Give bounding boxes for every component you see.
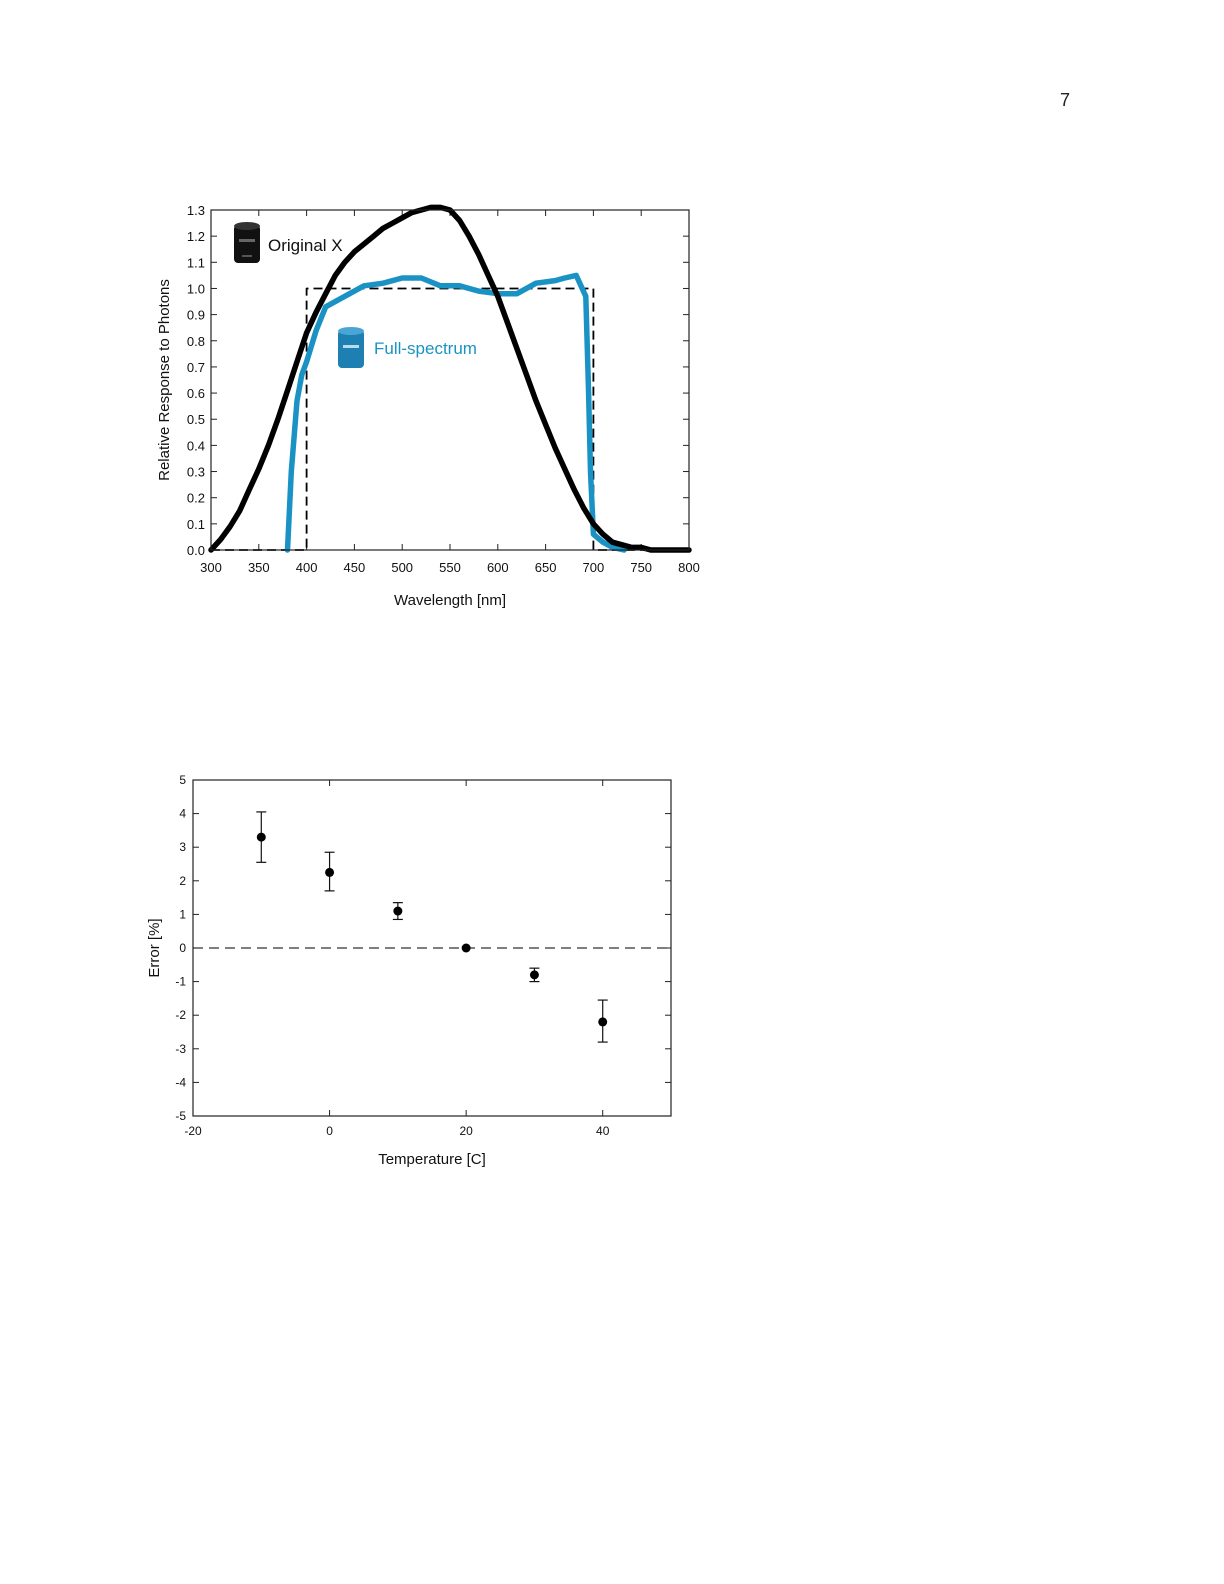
x-tick-label: 550 xyxy=(439,560,461,575)
y-tick-label: 0.4 xyxy=(187,438,205,453)
series-line-ideal xyxy=(211,287,689,551)
y-tick-label: 0.1 xyxy=(187,517,205,532)
x-axis-label: Wavelength [nm] xyxy=(394,592,506,609)
y-tick-label: 0.6 xyxy=(187,386,205,401)
x-tick-label: 0 xyxy=(326,1124,333,1138)
y-tick-label: -4 xyxy=(175,1075,186,1089)
y-tick-label: 5 xyxy=(179,773,186,787)
y-axis-label: Relative Response to Photons xyxy=(156,279,173,481)
y-tick-label: 0.0 xyxy=(187,543,205,558)
x-tick-label: -20 xyxy=(184,1124,202,1138)
y-tick-label: -3 xyxy=(175,1042,186,1056)
page-number: 7 xyxy=(1059,90,1070,110)
series-line-full-spectrum xyxy=(284,272,627,553)
y-tick-label: -1 xyxy=(175,975,186,989)
y-tick-label: 1 xyxy=(179,907,186,921)
y-tick-label: 1.2 xyxy=(187,229,205,244)
y-tick-label: 1.1 xyxy=(187,255,205,270)
y-tick-label: 4 xyxy=(179,807,186,821)
data-point xyxy=(529,970,539,980)
y-tick-label: 0.8 xyxy=(187,334,205,349)
y-tick-label: 1.0 xyxy=(187,281,205,296)
legend-label-original-x: Original X xyxy=(268,236,343,255)
data-point xyxy=(598,1017,608,1027)
y-tick-label: 0.2 xyxy=(187,491,205,506)
x-tick-label: 40 xyxy=(596,1124,610,1138)
x-tick-label: 500 xyxy=(391,560,413,575)
x-tick-label: 750 xyxy=(630,560,652,575)
y-tick-label: 3 xyxy=(179,840,186,854)
x-tick-label: 600 xyxy=(487,560,509,575)
data-point xyxy=(325,867,335,877)
y-tick-label: 0.5 xyxy=(187,412,205,427)
x-tick-label: 400 xyxy=(296,560,318,575)
x-tick-label: 450 xyxy=(344,560,366,575)
x-tick-label: 350 xyxy=(248,560,270,575)
sensor-black-icon xyxy=(234,222,260,263)
y-axis-label: Error [%] xyxy=(146,918,163,977)
data-point xyxy=(256,832,266,842)
plot-frame xyxy=(192,779,672,1117)
legend-label-full-spectrum: Full-spectrum xyxy=(374,339,477,358)
y-tick-label: 0.9 xyxy=(187,308,205,323)
y-tick-label: -2 xyxy=(175,1008,186,1022)
y-tick-label: 0.7 xyxy=(187,360,205,375)
temperature-error-chart: -20 0 20 40 5 4 3 2 1 0 -1 -2 -3 -4 -5 Temperature [C]… xyxy=(146,773,672,1168)
x-tick-label: 650 xyxy=(535,560,557,575)
plot-frame xyxy=(210,209,690,551)
data-point xyxy=(393,906,403,916)
y-tick-label: 2 xyxy=(179,874,186,888)
x-tick-label: 800 xyxy=(678,560,700,575)
x-axis-label: Temperature [C] xyxy=(378,1151,486,1168)
spectral-response-chart: 300 350 400 450 500 550 600 650 700 750 800 0.0 0.1 0… xyxy=(156,203,700,609)
y-tick-label: 1.3 xyxy=(187,203,205,218)
y-tick-label: 0 xyxy=(179,941,186,955)
x-tick-label: 700 xyxy=(583,560,605,575)
x-tick-label: 20 xyxy=(459,1124,473,1138)
x-tick-label: 300 xyxy=(200,560,222,575)
y-tick-label: -5 xyxy=(175,1109,186,1123)
sensor-blue-icon xyxy=(338,327,364,368)
data-point xyxy=(461,943,471,953)
y-tick-label: 0.3 xyxy=(187,465,205,480)
series-line-original-x xyxy=(208,204,692,553)
